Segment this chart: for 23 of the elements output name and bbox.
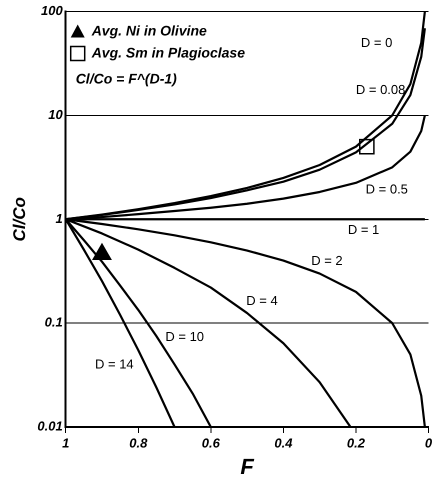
series-label: D = 4 xyxy=(246,293,278,308)
x-tick-label: 0.2 xyxy=(346,435,366,450)
x-tick-label: 0 xyxy=(424,435,433,450)
x-tick-label: 0.6 xyxy=(202,435,221,450)
series-label: D = 14 xyxy=(94,356,134,372)
text: D = 0 xyxy=(360,35,392,50)
series-label: D = 0.08 xyxy=(356,82,406,98)
series-label: D = 2 xyxy=(311,253,343,268)
y-tick-label: 1 xyxy=(55,210,63,226)
legend-label: Avg. Ni in Olivine xyxy=(90,22,208,38)
y-tick-label: 0.1 xyxy=(44,314,63,330)
y-tick-label: 0.01 xyxy=(37,418,63,434)
x-tick-label: 0.4 xyxy=(274,435,294,450)
series-label: D = 10 xyxy=(165,329,204,344)
annotation: Cl/Co = F^(D-1) xyxy=(76,70,178,86)
x-tick-label: 0.8 xyxy=(129,435,148,450)
y-axis-title: Cl/Co xyxy=(10,197,29,242)
series-label: D = 0.5 xyxy=(366,181,408,196)
y-tick-label: 10 xyxy=(48,106,64,122)
y-tick-label: 100 xyxy=(41,3,64,18)
x-axis-title: F xyxy=(240,454,254,479)
series-label: D = 1 xyxy=(348,222,380,238)
legend-label: Avg. Sm in Plagioclase xyxy=(90,44,246,60)
